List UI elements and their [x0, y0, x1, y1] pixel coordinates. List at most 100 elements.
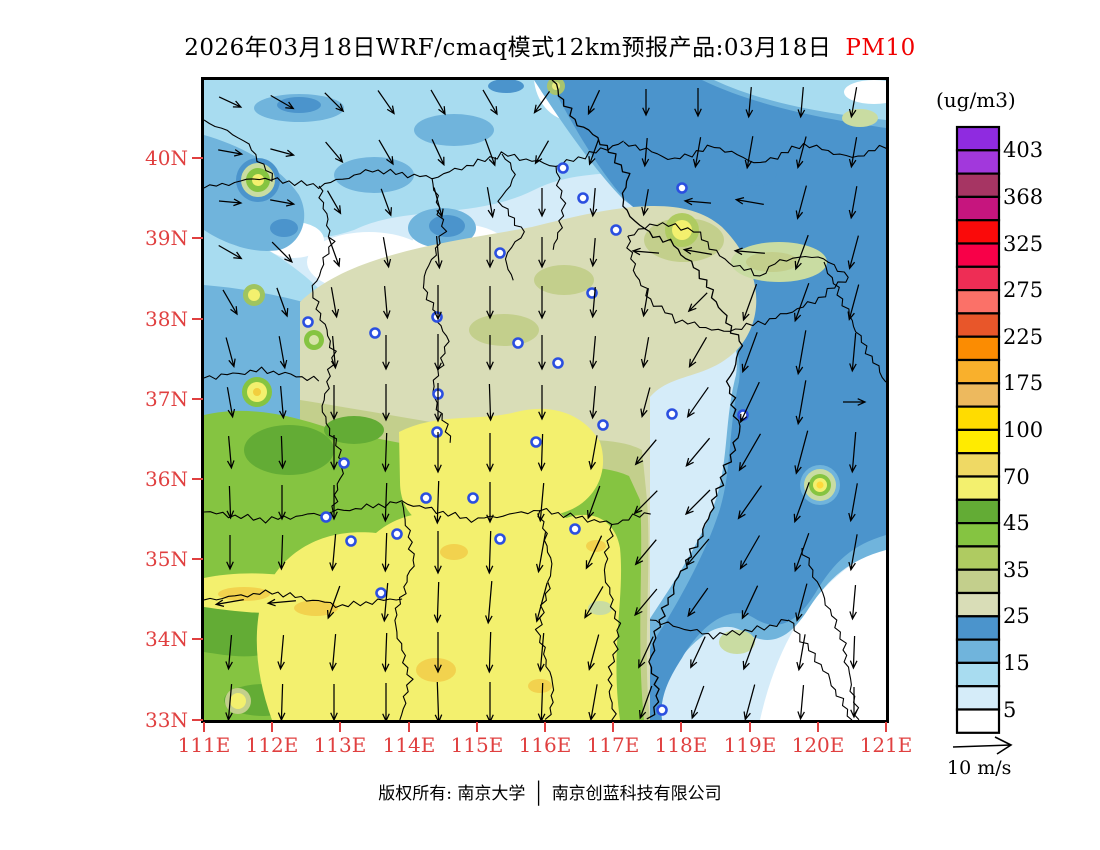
wind-arrow — [848, 186, 858, 220]
lat-label: 40N — [145, 146, 188, 170]
page-title: 2026年03月18日WRF/cmaq模式12km预报产品:03月18日 PM10 — [0, 28, 1100, 62]
lon-tick — [408, 722, 410, 732]
wind-arrow — [638, 685, 653, 720]
lon-tick — [749, 722, 751, 732]
city-marker — [369, 327, 381, 339]
reference-arrow-icon — [952, 736, 1013, 755]
wind-arrow — [588, 435, 598, 471]
wind-arrow — [326, 585, 341, 620]
wind-arrow — [486, 286, 494, 320]
lat-tick — [192, 478, 203, 480]
colorbar-label: 403 — [1003, 138, 1044, 163]
lat-tick — [192, 398, 203, 400]
colorbar-swatch — [955, 568, 1001, 595]
colorbar-swatch — [955, 452, 1001, 478]
province-boundary — [823, 261, 886, 383]
wind-arrow — [741, 585, 759, 620]
wind-arrow — [741, 332, 758, 374]
contour-blob — [414, 114, 494, 146]
contour-blob — [294, 600, 338, 616]
wind-arrow — [585, 535, 603, 570]
colorbar-swatch — [955, 708, 1001, 734]
contour-blob — [746, 252, 798, 272]
contour-blob — [429, 215, 465, 237]
wind-arrow — [743, 684, 756, 720]
wind-arrow — [694, 88, 702, 118]
wind-arrow — [850, 687, 858, 719]
wind-legend-label: 10 m/s — [947, 757, 1012, 779]
wind-arrow — [738, 433, 762, 472]
wind-arrow — [588, 684, 598, 720]
city-marker — [597, 419, 609, 431]
wind-arrow — [271, 241, 293, 263]
province-boundary — [204, 589, 403, 609]
wind-arrow — [330, 435, 338, 471]
wind-arrow — [847, 235, 860, 270]
wind-arrow — [538, 335, 546, 371]
wind-arrow — [430, 89, 446, 116]
contour-blob — [334, 157, 414, 193]
colorbar-swatch — [955, 289, 1001, 315]
wind-arrow — [794, 430, 809, 475]
wind-arrow — [324, 92, 345, 113]
wind-arrow — [587, 89, 601, 116]
lon-tick — [339, 722, 341, 732]
city-marker — [494, 533, 506, 545]
wind-arrow — [225, 635, 233, 671]
wind-arrow — [277, 534, 286, 571]
colorbar-swatch — [955, 522, 1001, 548]
colorbar-swatch — [955, 358, 1001, 385]
colorbar-label: 5 — [1003, 697, 1017, 722]
wind-arrow — [589, 287, 598, 319]
province-boundary — [204, 366, 320, 382]
lon-tick — [817, 722, 819, 732]
colorbar-swatch — [955, 125, 1001, 152]
wind-arrow — [434, 681, 443, 720]
lon-tick — [544, 722, 546, 732]
wind-arrow — [226, 485, 235, 520]
colorbar-swatch — [955, 265, 1001, 292]
wind-arrow — [641, 189, 649, 217]
wind-arrow — [742, 283, 758, 322]
city-marker — [569, 523, 581, 535]
wind-arrow — [692, 137, 702, 169]
wind-arrow — [326, 190, 342, 215]
lat-label: 39N — [145, 226, 188, 250]
wind-arrow — [537, 433, 546, 472]
wind-arrow — [486, 335, 494, 371]
wind-arrow — [847, 284, 860, 321]
colorbar-label: 35 — [1003, 557, 1030, 582]
wind-arrow — [382, 286, 391, 320]
wind-arrow — [793, 482, 810, 524]
wind-arrow — [796, 634, 806, 672]
contour-blob — [324, 416, 384, 444]
wind-arrow — [795, 136, 807, 169]
contour-blob — [270, 219, 298, 237]
wind-arrow — [486, 187, 496, 219]
wind-arrow — [744, 136, 754, 170]
wind-arrow — [634, 588, 658, 617]
wind-arrow — [538, 188, 546, 218]
wind-arrow — [535, 532, 547, 574]
wind-arrow — [214, 598, 244, 608]
colorbar-swatch — [955, 428, 1001, 455]
footer-separator: │ — [533, 781, 544, 807]
wind-arrow — [431, 139, 445, 167]
wind-arrow — [848, 483, 858, 523]
wind-arrow — [642, 89, 650, 117]
copyright-left: 版权所有: 南京大学 — [378, 784, 526, 804]
colorbar-swatch — [955, 591, 1001, 618]
lon-label: 115E — [450, 733, 504, 757]
wind-arrow — [485, 631, 494, 674]
colorbar-label: 25 — [1003, 604, 1030, 629]
wind-arrow — [485, 581, 493, 625]
wind-arrow — [434, 632, 442, 674]
province-boundary — [204, 511, 333, 524]
contour-blob — [244, 425, 334, 475]
wind-arrow — [434, 531, 442, 575]
wind-arrow — [795, 185, 808, 220]
province-boundary — [534, 509, 555, 720]
city-marker — [552, 357, 564, 369]
province-boundary — [394, 501, 415, 720]
lon-label: 121E — [859, 733, 913, 757]
